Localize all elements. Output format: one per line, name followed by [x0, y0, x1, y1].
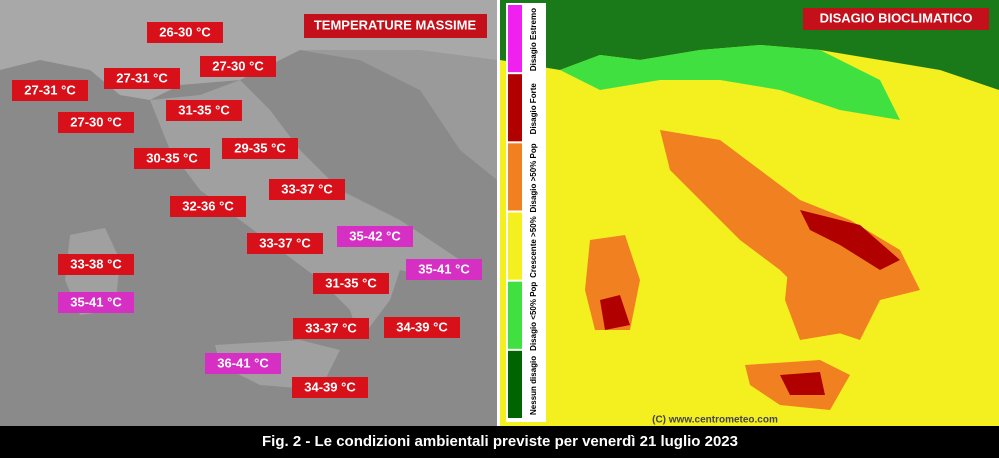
temperature-label: 34-39 °C [396, 319, 448, 334]
temperature-label: 31-35 °C [325, 275, 377, 290]
temperature-label: 33-37 °C [259, 235, 311, 250]
temperature-label-box [200, 56, 276, 77]
caption-bar [0, 426, 999, 458]
temperature-label-box [313, 273, 389, 294]
temperature-label: 27-30 °C [212, 58, 264, 73]
legend-label: Disagio Estremo [529, 8, 538, 71]
temperature-label-box [170, 196, 246, 217]
temperature-label-box [58, 254, 134, 275]
legend-label: Nessun disagio [529, 356, 538, 415]
temperature-label-box [147, 22, 223, 43]
temperature-label: 33-37 °C [305, 320, 357, 335]
temperature-label-box [384, 317, 460, 338]
temperature-label: 27-31 °C [24, 82, 76, 97]
legend-label: Crescente >50% [529, 216, 538, 278]
temperature-label: 35-41 °C [70, 294, 122, 309]
legend-swatch [508, 350, 522, 418]
divider [497, 0, 500, 426]
temperature-label-box [166, 100, 242, 121]
temperature-label: 33-38 °C [70, 256, 122, 271]
temperature-label: 32-36 °C [182, 198, 234, 213]
temperature-label: 30-35 °C [146, 150, 198, 165]
caption: Fig. 2 - Le condizioni ambientali previs… [262, 433, 738, 450]
temperature-label-box [134, 148, 210, 169]
temperature-label-box [269, 179, 345, 200]
temperature-label-box [293, 318, 369, 339]
balkans [300, 50, 497, 180]
legend-swatch [508, 281, 522, 349]
temperature-label-box [12, 80, 88, 101]
temperature-label: 34-39 °C [304, 379, 356, 394]
sardinia-zone [585, 235, 640, 330]
temperature-label-box [337, 226, 413, 247]
temperature-label: 36-41 °C [217, 355, 269, 370]
temperature-label: 35-41 °C [418, 261, 470, 276]
temperature-label-box [222, 138, 298, 159]
high-discomfort-zone [660, 130, 920, 340]
temperature-label: 27-30 °C [70, 114, 122, 129]
temperature-label-box [406, 259, 482, 280]
panel-title: TEMPERATURE MASSIME [314, 17, 477, 32]
legend-label: Disagio Forte [529, 83, 538, 135]
temperature-label: 35-42 °C [349, 228, 401, 243]
strong-discomfort-zone [800, 210, 900, 270]
legend-swatch [508, 143, 522, 211]
temperature-label: 27-31 °C [116, 70, 168, 85]
legend-swatch [508, 212, 522, 280]
temperature-label: 33-37 °C [281, 181, 333, 196]
panel-title-box [803, 8, 989, 30]
temperature-label-box [58, 292, 134, 313]
panel-title-box [304, 14, 487, 38]
temperature-label: 31-35 °C [178, 102, 230, 117]
legend-label: Disagio <50% Pop [529, 282, 538, 351]
panel-title: DISAGIO BIOCLIMATICO [820, 10, 973, 25]
legend-swatch [508, 74, 522, 142]
temperature-label-box [104, 68, 180, 89]
temperature-label-box [58, 112, 134, 133]
temperature-label-box [205, 353, 281, 374]
strong-discomfort-zone [780, 372, 825, 395]
temperature-label-box [292, 377, 368, 398]
watermark: (C) www.centrometeo.com [652, 415, 778, 426]
strong-discomfort-zone [600, 295, 630, 330]
low-discomfort-zone [560, 45, 900, 120]
high-discomfort-zone [785, 250, 860, 340]
legend-label: Disagio >50% Pop [529, 143, 538, 212]
temperature-label: 29-35 °C [234, 140, 286, 155]
temperature-label: 26-30 °C [159, 24, 211, 39]
legend-swatch [508, 5, 522, 73]
temperature-label-box [247, 233, 323, 254]
